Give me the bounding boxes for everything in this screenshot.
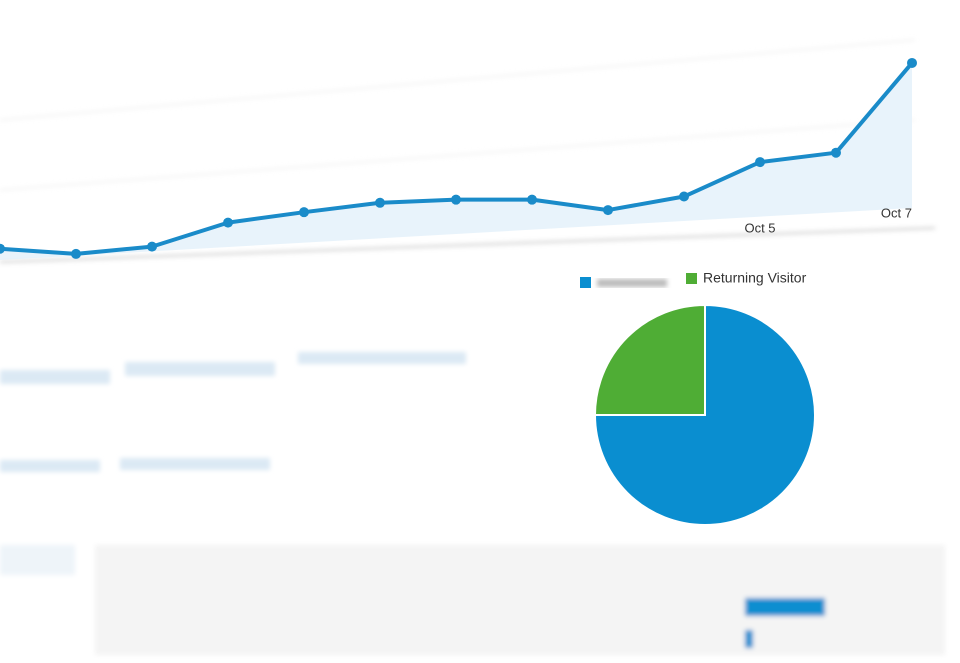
x-tick-label: Oct 7 [881,205,912,220]
line-chart: Oct 5 Oct 7 [0,57,917,261]
point [71,248,81,259]
pie-slice [593,303,706,416]
point [679,191,689,202]
x-tick-label: Oct 5 [744,220,775,235]
metric-cards [0,352,945,655]
point [907,57,917,68]
legend-label: Returning Visitor [703,270,807,286]
pie-chart: Returning Visitor [580,270,816,526]
point [299,207,309,218]
point [375,197,385,208]
point [0,243,5,254]
legend-label-blurred [597,279,667,287]
background-grid [0,39,936,263]
area [0,62,912,261]
point [223,217,233,228]
legend-swatch [580,277,591,288]
legend-swatch [686,273,697,284]
point [527,194,537,205]
point [451,194,461,205]
point [603,205,613,216]
point [831,147,841,158]
point [147,241,157,252]
point [755,157,765,168]
